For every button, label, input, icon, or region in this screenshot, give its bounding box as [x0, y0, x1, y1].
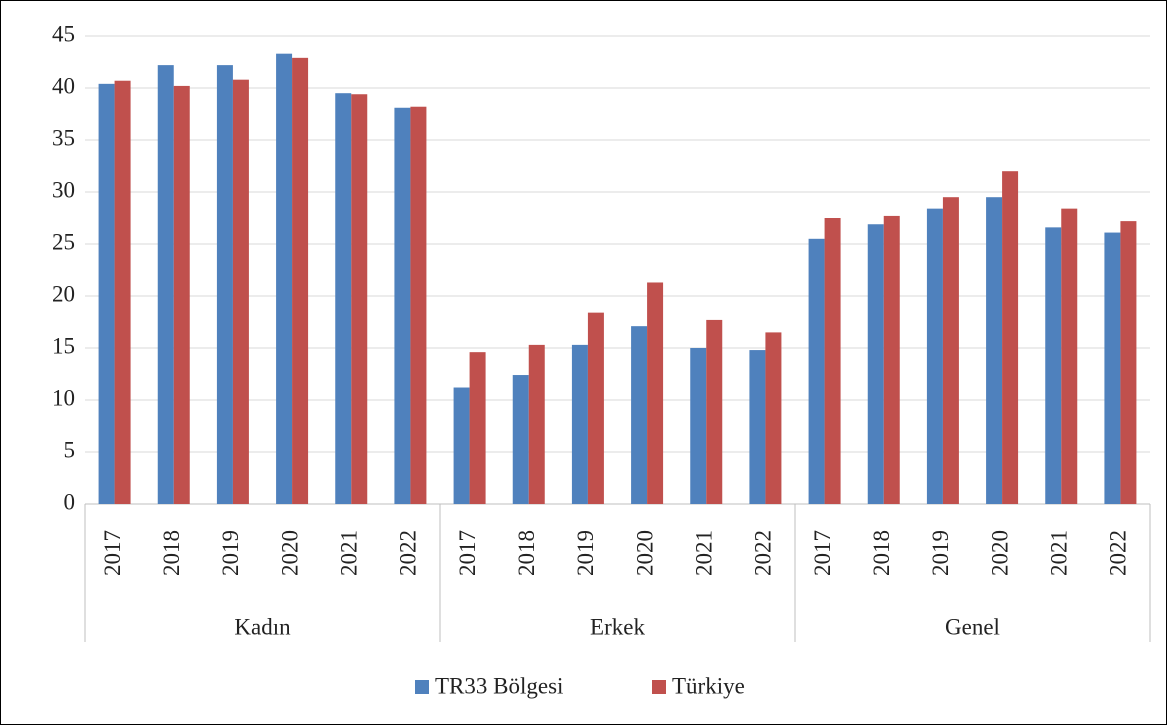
- group-label: Kadın: [234, 614, 291, 639]
- x-tick-label: 2017: [810, 530, 835, 576]
- bar: [453, 387, 470, 504]
- x-tick-label: 2017: [100, 530, 125, 576]
- x-tick-label: 2019: [218, 530, 243, 576]
- bar: [647, 282, 664, 504]
- group-label: Genel: [945, 614, 1000, 639]
- bar: [469, 352, 486, 504]
- group-label: Erkek: [590, 614, 645, 639]
- bar: [292, 57, 309, 505]
- y-tick-label: 30: [52, 177, 75, 202]
- x-tick-label: 2020: [987, 530, 1012, 576]
- bar: [631, 326, 648, 504]
- bar: [867, 224, 884, 505]
- x-tick-label: 2020: [277, 530, 302, 576]
- x-tick-label: 2019: [928, 530, 953, 576]
- bar: [410, 106, 427, 504]
- bar: [942, 197, 959, 504]
- x-tick-label: 2021: [692, 530, 717, 576]
- x-tick-label: 2018: [869, 530, 894, 576]
- y-tick-label: 5: [64, 437, 76, 462]
- y-tick-label: 25: [52, 229, 75, 254]
- bar: [883, 215, 900, 505]
- bar: [986, 197, 1003, 504]
- y-tick-label: 15: [52, 333, 75, 358]
- x-tick-label: 2021: [337, 530, 362, 576]
- x-tick-label: 2020: [632, 530, 657, 576]
- bar: [351, 94, 368, 505]
- bar: [173, 85, 190, 505]
- bar: [1045, 227, 1062, 505]
- y-tick-label: 35: [52, 125, 75, 150]
- bar: [587, 312, 604, 504]
- bar: [276, 53, 293, 505]
- legend-swatch: [415, 680, 429, 694]
- x-tick-label: 2022: [396, 530, 421, 576]
- bar: [1104, 232, 1121, 504]
- bar: [824, 218, 841, 504]
- bar: [335, 93, 352, 504]
- bar: [216, 65, 233, 505]
- bar: [157, 65, 174, 505]
- legend-label: TR33 Bölgesi: [435, 673, 563, 698]
- bar: [528, 344, 545, 504]
- y-tick-label: 40: [52, 73, 75, 98]
- bar: [706, 319, 723, 504]
- x-tick-label: 2021: [1047, 530, 1072, 576]
- bar: [571, 344, 588, 504]
- y-tick-label: 20: [52, 281, 75, 306]
- bar: [749, 350, 766, 504]
- bar: [1061, 208, 1078, 504]
- y-tick-label: 10: [52, 385, 75, 410]
- bar: [926, 208, 943, 504]
- x-tick-label: 2017: [455, 530, 480, 576]
- y-tick-label: 0: [64, 489, 76, 514]
- bar: [512, 375, 529, 504]
- bar: [114, 80, 131, 504]
- bar: [98, 83, 115, 504]
- bar: [1120, 221, 1137, 504]
- legend-label: Türkiye: [672, 673, 745, 698]
- bar: [808, 238, 825, 505]
- x-tick-label: 2022: [751, 530, 776, 576]
- x-tick-label: 2018: [514, 530, 539, 576]
- legend-swatch: [652, 680, 666, 694]
- bar: [765, 332, 782, 504]
- x-tick-label: 2022: [1106, 530, 1131, 576]
- bar: [394, 107, 411, 504]
- bar: [232, 79, 249, 505]
- x-tick-label: 2018: [159, 530, 184, 576]
- x-tick-label: 2019: [573, 530, 598, 576]
- bar: [1002, 171, 1019, 504]
- bar: [690, 348, 707, 504]
- y-tick-label: 45: [52, 21, 75, 46]
